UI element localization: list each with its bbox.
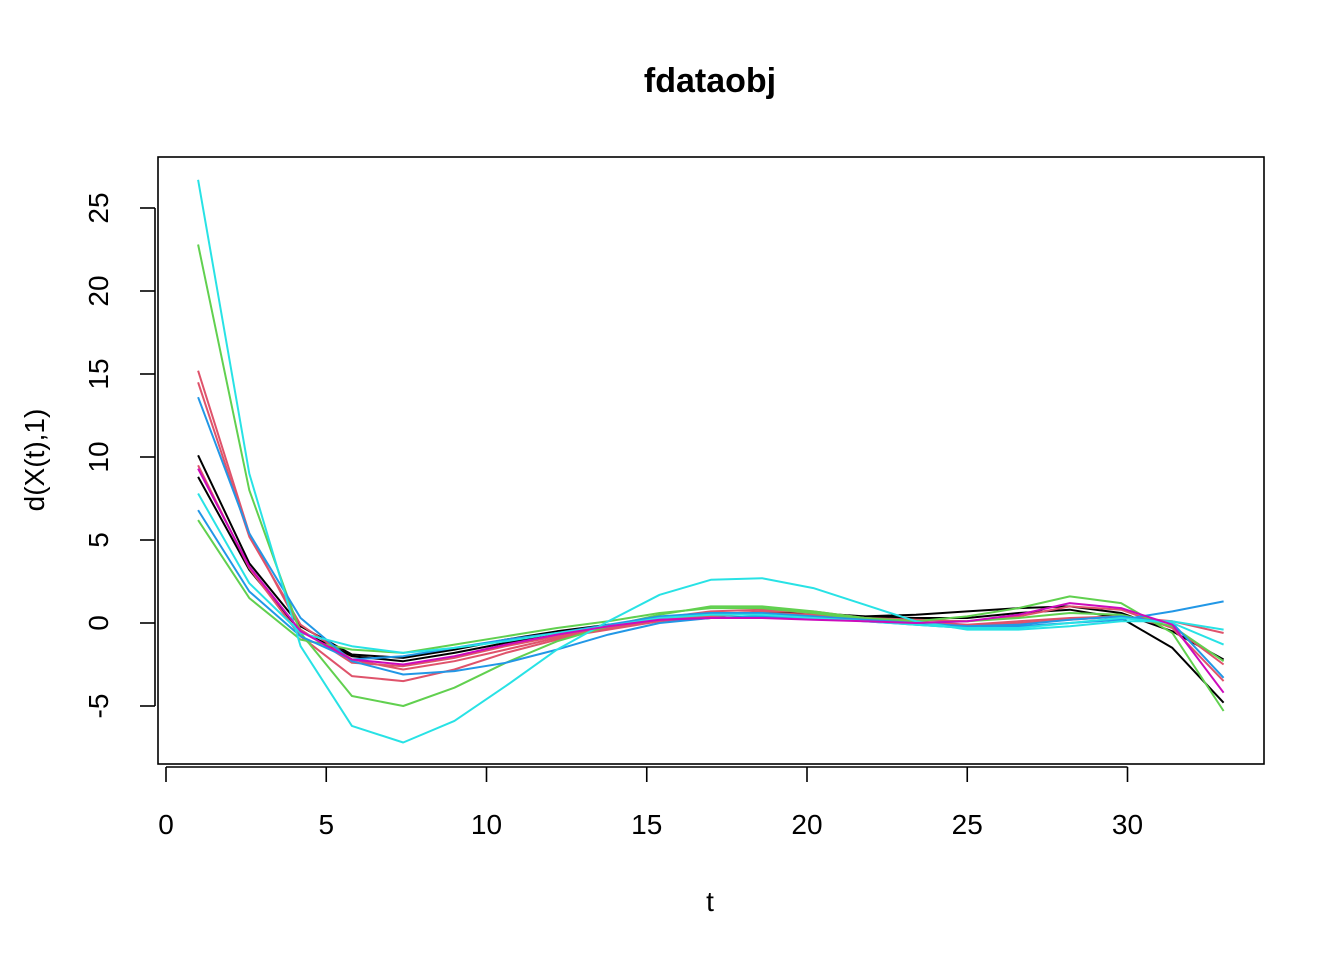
series-line-10 <box>197 179 1224 744</box>
x-axis: 0 5 10 15 20 25 30 <box>158 766 1143 840</box>
series-line-7 <box>197 519 1225 663</box>
y-tick-label: 10 <box>83 441 114 472</box>
series-line-11 <box>197 493 1224 654</box>
y-axis: -5 0 5 10 15 20 25 <box>83 192 156 719</box>
x-tick-label: 0 <box>158 809 174 840</box>
y-tick-label: -5 <box>83 694 114 719</box>
plot-frame <box>157 156 1265 765</box>
series-line-3 <box>197 370 1224 668</box>
x-tick-label: 5 <box>318 809 334 840</box>
series-line-9 <box>197 509 1225 679</box>
series-line-8 <box>197 396 1224 676</box>
x-axis-label: t <box>706 886 714 917</box>
y-tick-label: 15 <box>83 358 114 389</box>
x-tick-label: 30 <box>1112 809 1143 840</box>
y-tick-label: 0 <box>83 615 114 631</box>
y-axis-label: d(X(t),1) <box>19 409 50 512</box>
plot-area <box>197 179 1225 744</box>
y-tick-label: 5 <box>83 532 114 548</box>
x-tick-label: 15 <box>631 809 662 840</box>
y-tick-label: 20 <box>83 275 114 306</box>
y-tick-label: 25 <box>83 192 114 223</box>
x-tick-label: 20 <box>791 809 822 840</box>
series-line-5 <box>197 381 1225 682</box>
series-line-4 <box>197 464 1225 683</box>
x-tick-label: 10 <box>471 809 502 840</box>
x-tick-label: 25 <box>952 809 983 840</box>
chart-title: fdataobj <box>644 62 776 100</box>
series-line-6 <box>197 244 1225 712</box>
series-line-12 <box>197 468 1225 694</box>
series-line-1 <box>197 476 1225 663</box>
